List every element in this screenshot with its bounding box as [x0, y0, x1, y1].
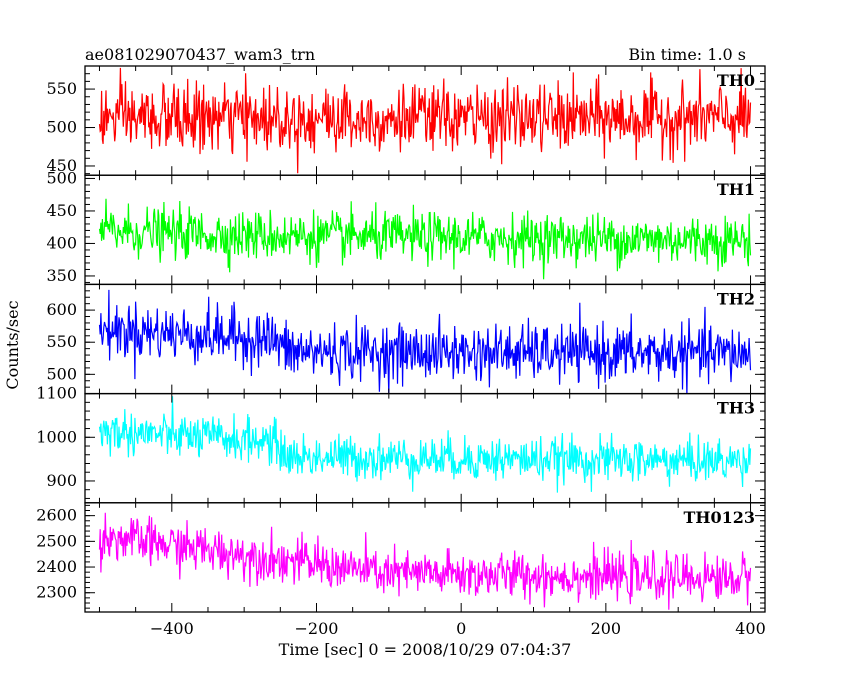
y-tick-label: 1100 [36, 384, 77, 403]
y-axis-label: Counts/sec [3, 300, 22, 389]
x-tick-label: −200 [295, 619, 339, 638]
bin-time-label: Bin time: 1.0 s [628, 45, 746, 64]
y-tick-label: 2500 [36, 531, 77, 550]
y-tick-label: 2300 [36, 583, 77, 602]
x-tick-label: −400 [150, 619, 194, 638]
panel-name-label: TH0123 [683, 508, 755, 527]
panel-name-label: TH3 [717, 399, 755, 418]
y-tick-label: 2600 [36, 506, 77, 525]
panel-th1: 350 400 450 500 TH1 [46, 168, 766, 286]
panel-th0: 450 500 550 TH0 [46, 65, 766, 176]
series-th3-line [98, 396, 752, 493]
x-tick-label: 200 [591, 619, 622, 638]
y-tick-label: 500 [46, 168, 77, 187]
y-tick-label: 900 [46, 471, 77, 490]
chart-title: ae081029070437_wam3_trn [85, 45, 315, 64]
x-axis: −400 −200 0 200 400 [150, 619, 766, 638]
y-tick-label: 550 [46, 79, 77, 98]
panel-th0123: 2300 2400 2500 2600 TH0123 [36, 502, 766, 613]
y-tick-label: 600 [46, 300, 77, 319]
panel-name-label: TH1 [717, 180, 755, 199]
series-th0123-line [98, 512, 752, 610]
y-tick-label: 400 [46, 233, 77, 252]
series-th2-line [98, 289, 752, 394]
series-th1-line [98, 198, 752, 280]
y-tick-label: 450 [46, 156, 77, 175]
y-tick-label: 2400 [36, 557, 77, 576]
y-tick-label: 550 [46, 332, 77, 351]
x-axis-label: Time [sec] 0 = 2008/10/29 07:04:37 [279, 640, 572, 659]
y-tick-label: 1000 [36, 427, 77, 446]
series-th0-line [98, 67, 752, 174]
panel-th3: 900 1000 1100 TH3 [36, 384, 766, 504]
y-tick-label: 450 [46, 201, 77, 220]
x-tick-label: 400 [735, 619, 766, 638]
panel-name-label: TH2 [717, 289, 755, 308]
y-tick-label: 500 [46, 364, 77, 383]
y-tick-label: 350 [46, 266, 77, 285]
y-tick-label: 500 [46, 118, 77, 137]
panel-th2: 500 550 600 TH2 [46, 283, 766, 395]
panel-name-label: TH0 [717, 71, 755, 90]
x-tick-label: 0 [456, 619, 466, 638]
